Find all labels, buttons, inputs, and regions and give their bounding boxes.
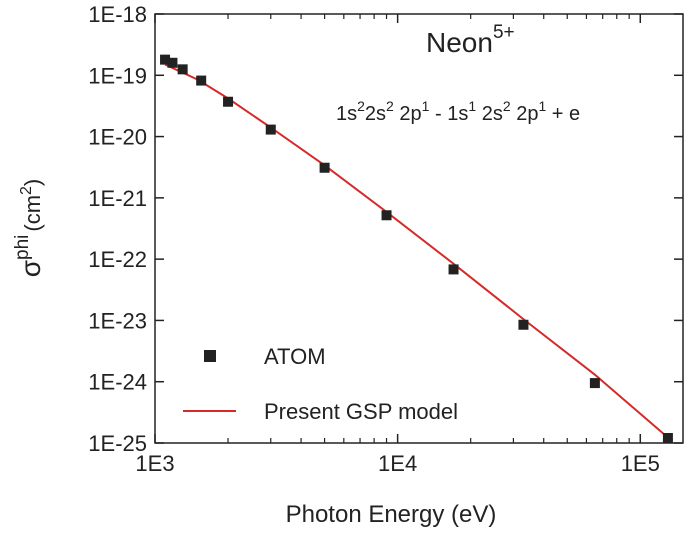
process-text: 2s [476,103,503,125]
plot-border [154,13,684,444]
annotation-title-charge: 5+ [493,22,515,43]
process-superscript: 1 [538,98,546,114]
data-point-atom [589,378,600,389]
y-tick-label: 1E-22 [88,247,147,272]
data-point-atom [381,210,392,221]
series-line-gsp-model [164,63,665,435]
process-text: - 1s [429,103,468,125]
x-axis: 1E3 1E4 1E5 [135,14,660,476]
data-point-atom [518,319,529,330]
y-tick-label: 1E-24 [88,370,147,395]
x-tick-label: 1E3 [135,451,174,476]
y-axis-label-sup: phi [12,235,33,260]
y-axis-label-unit-sup: 2 [18,186,35,195]
x-tick-label: 1E5 [621,451,660,476]
annotation-process: 1s22s2 2p1 - 1s1 2s2 2p1 + e [336,98,580,125]
process-superscript: 2 [386,98,394,114]
y-axis: 1E-18 1E-19 1E-20 1E-21 1E-22 1E-23 1E-24 1E-25 [88,2,683,456]
data-point-atom [167,57,178,68]
y-axis-label-unit: (cm [20,195,45,232]
data-point-atom [448,264,459,275]
annotations: Neon5+1s22s2 2p1 - 1s1 2s2 2p1 + e [336,22,580,125]
series-lines [164,63,665,435]
legend-label: ATOM [264,344,326,369]
y-tick-label: 1E-23 [88,308,147,333]
annotation-title-element: Neon [426,27,493,58]
process-text: 2s [365,103,386,125]
y-axis-label-symbol: σ [15,260,46,277]
x-axis-label: Photon Energy (eV) [286,501,497,528]
y-axis-label-unit-close: ) [20,179,45,186]
process-text: + e [546,103,580,125]
data-point-atom [160,54,171,65]
y-tick-label: 1E-18 [88,2,147,27]
data-point-atom [177,64,188,75]
y-tick-label: 1E-20 [88,125,147,150]
process-text: 1s [336,103,357,125]
plot-frame [154,13,684,444]
series-markers [160,54,673,443]
process-superscript: 2 [503,98,511,114]
process-superscript: 1 [468,98,476,114]
data-point-atom [265,124,276,135]
process-superscript: 2 [357,98,365,114]
y-tick-label: 1E-19 [88,63,147,88]
process-text: 2p [511,103,539,125]
data-point-atom [319,162,330,173]
legend: ATOM Present GSP model [183,344,458,424]
annotation-title: Neon5+ [426,22,515,58]
process-text: 2p [394,103,422,125]
y-axis-label: σphi (cm2) [12,179,46,278]
data-point-atom [196,75,207,86]
data-point-atom [223,96,234,107]
process-superscript: 1 [422,98,430,114]
legend-swatch-square [204,350,216,362]
legend-label: Present GSP model [264,399,458,424]
y-tick-label: 1E-25 [88,431,147,456]
x-tick-label: 1E4 [378,451,417,476]
data-point-atom [662,433,673,443]
y-tick-label: 1E-21 [88,186,147,211]
